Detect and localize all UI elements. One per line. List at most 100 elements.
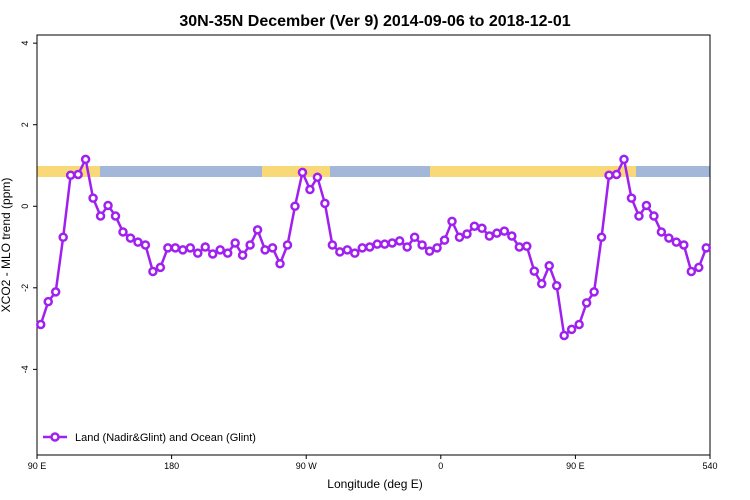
data-point: [484, 231, 495, 241]
data-point: [611, 169, 622, 180]
data-point: [275, 259, 285, 269]
data-point: [148, 266, 158, 277]
data-point: [424, 246, 435, 256]
data-point: [379, 239, 390, 249]
data-point: [387, 238, 397, 248]
data-point: [88, 193, 98, 203]
data-point: [469, 221, 480, 231]
x-axis-label: Longitude (deg E): [327, 477, 422, 491]
data-point: [462, 229, 472, 239]
data-point: [185, 243, 196, 253]
data-point: [686, 266, 697, 277]
data-point: [574, 319, 584, 330]
data-point: [634, 211, 644, 221]
data-point: [649, 211, 659, 221]
data-point: [559, 330, 569, 341]
data-point: [522, 241, 532, 251]
data-point: [215, 245, 225, 255]
data-point: [417, 240, 427, 250]
y-axis-label: XCO2 - MLO trend (ppm): [0, 178, 13, 313]
data-point: [35, 319, 46, 330]
x-tick-label: 90 W: [296, 461, 318, 471]
data-point: [514, 242, 525, 252]
data-point: [694, 262, 704, 273]
ocean-band: [37, 166, 710, 177]
data-point: [439, 235, 450, 245]
x-tick-label: 90 E: [28, 461, 47, 471]
data-point: [312, 172, 323, 183]
data-point: [589, 287, 599, 297]
data-point: [350, 248, 360, 258]
data-point: [245, 240, 255, 250]
data-point: [43, 296, 53, 307]
y-tick-label: 4: [20, 41, 30, 46]
y-tick-label: 0: [20, 204, 30, 209]
data-point: [335, 247, 345, 257]
data-point: [432, 243, 442, 253]
data-point: [305, 184, 315, 195]
data-point: [409, 232, 420, 243]
data-point: [492, 228, 502, 238]
data-point: [170, 243, 181, 253]
data-point: [73, 169, 83, 180]
land-band: [262, 166, 330, 177]
data-point: [252, 225, 263, 235]
data-point: [701, 243, 712, 253]
data-point: [679, 240, 689, 250]
data-point: [402, 242, 412, 252]
chart-title: 30N-35N December (Ver 9) 2014-09-06 to 2…: [179, 13, 570, 30]
data-point: [596, 232, 607, 243]
data-point: [267, 243, 278, 253]
data-point: [155, 262, 166, 273]
data-point: [80, 154, 91, 165]
data-point: [133, 237, 143, 247]
legend-marker: [50, 432, 60, 442]
data-point: [222, 248, 233, 258]
data-point: [656, 227, 667, 237]
data-point: [365, 242, 375, 252]
data-point: [394, 236, 405, 246]
data-point: [664, 233, 674, 243]
y-tick-label: -4: [20, 365, 30, 373]
data-point: [619, 154, 629, 165]
data-point: [454, 232, 465, 243]
data-point: [604, 170, 614, 181]
data-point: [58, 232, 68, 243]
data-point: [342, 245, 353, 255]
data-point: [200, 242, 210, 252]
data-point: [529, 266, 540, 276]
data-point: [626, 193, 637, 203]
data-point: [641, 200, 652, 211]
data-point: [125, 233, 136, 243]
data-point: [140, 240, 151, 250]
x-tick-label: 0: [438, 461, 443, 471]
y-tick-label: -2: [20, 284, 30, 292]
data-point: [193, 248, 203, 258]
data-point: [110, 211, 121, 221]
x-tick-label: 180: [164, 461, 179, 471]
legend-label: Land (Nadir&Glint) and Ocean (Glint): [75, 432, 256, 444]
y-tick-label: 2: [20, 122, 30, 127]
data-point: [118, 227, 128, 237]
data-point: [178, 245, 188, 255]
data-point: [357, 243, 368, 253]
data-point: [581, 298, 592, 308]
data-point: [297, 167, 308, 178]
data-point: [65, 170, 76, 181]
data-point: [103, 200, 113, 211]
data-point: [237, 250, 248, 260]
data-point: [507, 231, 517, 241]
x-tick-label: 90 E: [566, 461, 585, 471]
data-point: [499, 226, 510, 236]
data-point: [544, 261, 554, 271]
x-tick-label: 540: [702, 461, 717, 471]
data-point: [372, 239, 382, 249]
data-point: [327, 240, 338, 250]
data-point: [260, 245, 270, 255]
data-point: [447, 216, 457, 227]
data-point: [50, 287, 61, 297]
data-point: [537, 278, 547, 289]
data-point: [95, 211, 106, 221]
data-point: [290, 201, 300, 212]
